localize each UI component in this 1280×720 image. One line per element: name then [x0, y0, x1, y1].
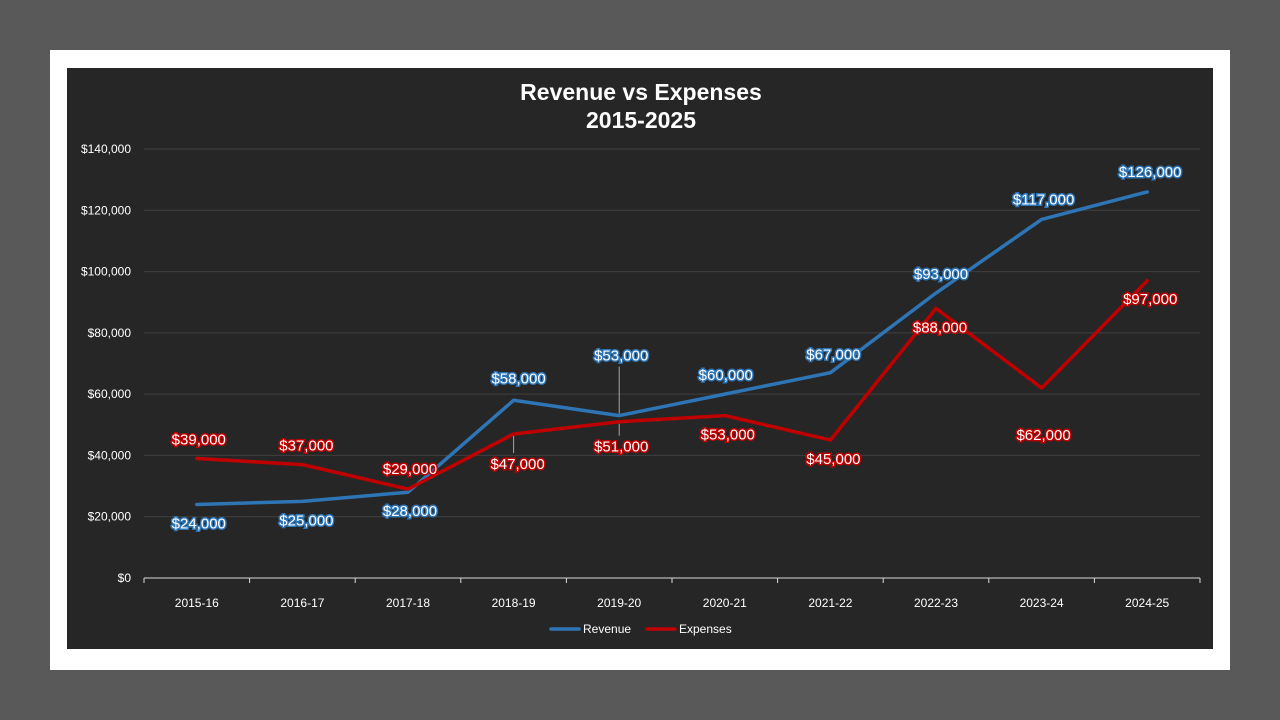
data-point-expenses: [617, 420, 621, 424]
y-tick-label: $140,000: [81, 142, 131, 156]
chart-frame: Revenue vs Expenses 2015-2025 $0 $20,000 $…: [50, 50, 1230, 670]
data-point-expenses: [1145, 279, 1149, 283]
data-point-expenses: [934, 306, 938, 310]
y-tick-label: $40,000: [88, 448, 132, 462]
data-point-revenue: [617, 414, 621, 418]
legend-label-expenses: Expenses: [679, 622, 732, 636]
data-label-expenses: $53,000: [701, 427, 755, 444]
data-point-expenses: [512, 432, 516, 436]
data-point-expenses: [406, 487, 410, 491]
data-label-revenue: $24,000: [172, 515, 226, 532]
data-label-expenses: $51,000: [594, 439, 648, 456]
data-label-expenses: $62,000: [1016, 427, 1070, 444]
data-point-revenue: [828, 371, 832, 375]
y-tick-label: $80,000: [88, 326, 132, 340]
y-tick-label: $100,000: [81, 265, 131, 279]
y-tick-label: $20,000: [88, 510, 132, 524]
data-label-revenue: $126,000: [1119, 164, 1182, 181]
data-label-revenue: $28,000: [383, 503, 437, 520]
data-point-revenue: [300, 499, 304, 503]
line-chart: Revenue vs Expenses 2015-2025 $0 $20,000 $…: [81, 79, 1201, 636]
x-tick-label: 2015-16: [175, 596, 219, 610]
data-label-revenue: $58,000: [491, 370, 545, 387]
data-point-expenses: [828, 438, 832, 442]
data-point-revenue: [1040, 217, 1044, 221]
chart-area: Revenue vs Expenses 2015-2025 $0 $20,000 $…: [67, 68, 1213, 649]
x-tick-label: 2024-25: [1125, 596, 1169, 610]
x-tick-label: 2022-23: [914, 596, 958, 610]
data-label-revenue: $67,000: [806, 347, 860, 364]
x-tick-label: 2019-20: [597, 596, 641, 610]
data-label-expenses: $97,000: [1123, 291, 1177, 308]
y-tick-label: $120,000: [81, 203, 131, 217]
data-point-expenses: [195, 456, 199, 460]
x-tick-label: 2020-21: [703, 596, 747, 610]
data-point-expenses: [723, 414, 727, 418]
chart-title: Revenue vs Expenses: [520, 79, 762, 105]
legend-label-revenue: Revenue: [583, 622, 631, 636]
data-label-revenue: $60,000: [699, 367, 753, 384]
data-label-expenses: $47,000: [490, 456, 544, 473]
data-label-expenses: $29,000: [383, 461, 437, 478]
data-label-expenses: $45,000: [806, 451, 860, 468]
data-point-revenue: [195, 502, 199, 506]
x-tick-label: 2021-22: [808, 596, 852, 610]
data-point-revenue: [512, 398, 516, 402]
y-tick-label: $60,000: [88, 387, 132, 401]
data-point-expenses: [300, 463, 304, 467]
data-label-revenue: $53,000: [594, 348, 648, 365]
y-tick-label: $0: [118, 571, 132, 585]
chart-subtitle: 2015-2025: [586, 107, 696, 133]
data-label-expenses: $37,000: [279, 438, 333, 455]
data-label-revenue: $117,000: [1013, 191, 1074, 208]
x-tick-label: 2023-24: [1020, 596, 1064, 610]
x-tick-label: 2016-17: [280, 596, 324, 610]
data-point-revenue: [723, 392, 727, 396]
data-point-revenue: [406, 490, 410, 494]
series-line-revenue: [195, 190, 1149, 507]
data-label-revenue: $25,000: [279, 512, 333, 529]
data-label-expenses: $88,000: [913, 319, 967, 336]
data-point-revenue: [1145, 190, 1149, 194]
data-label-expenses: $39,000: [172, 431, 226, 448]
data-label-revenue: $93,000: [914, 266, 968, 283]
data-point-revenue: [934, 291, 938, 295]
data-point-expenses: [1040, 386, 1044, 390]
series-line-expenses: [195, 279, 1149, 491]
x-tick-label: 2018-19: [492, 596, 536, 610]
x-tick-label: 2017-18: [386, 596, 430, 610]
